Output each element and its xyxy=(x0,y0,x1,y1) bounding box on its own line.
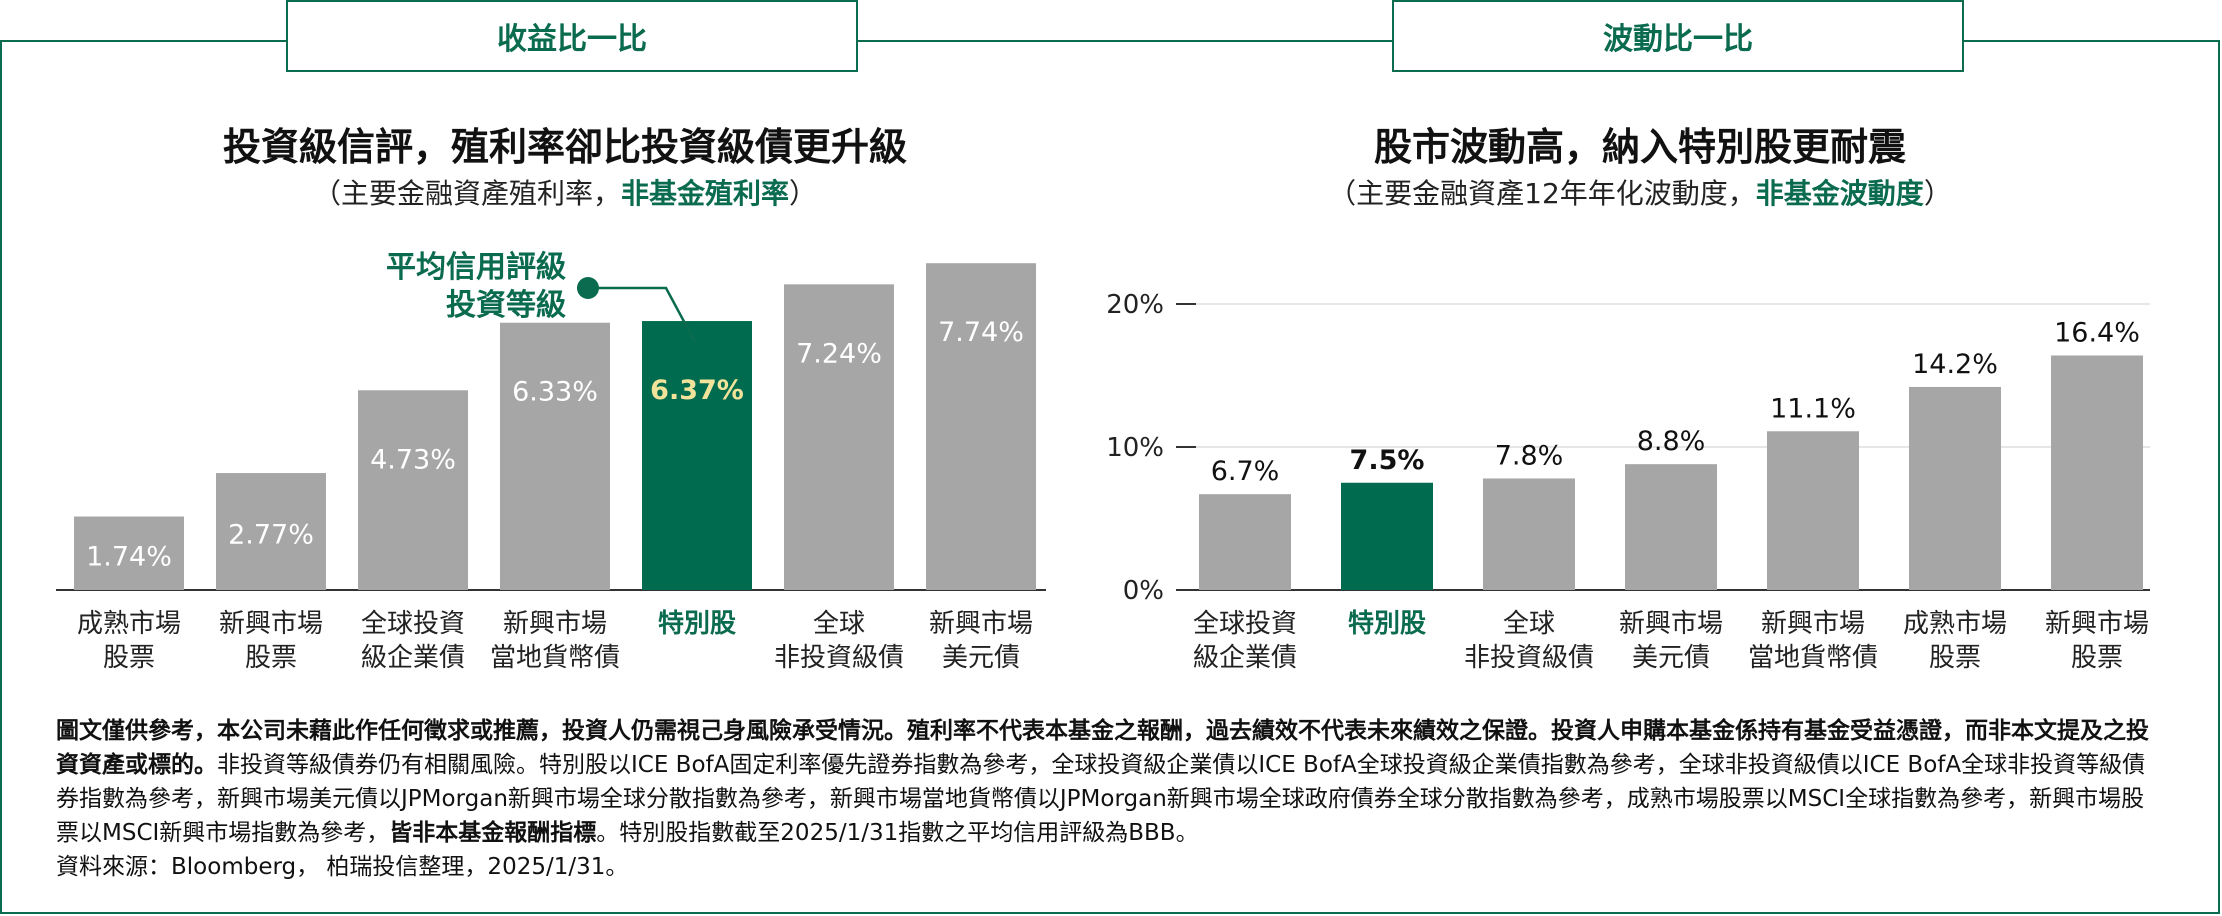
right-subtitle-suffix: ） xyxy=(1923,177,1952,210)
left-chart-title: 投資級信評，殖利率卻比投資級債更升級 xyxy=(222,125,907,169)
right-category-label-3-1: 美元債 xyxy=(1632,643,1710,673)
right-bar-label-1: 7.5% xyxy=(1350,445,1425,476)
left-category-label-5-1: 非投資級債 xyxy=(774,643,904,673)
left-subtitle-prefix: （主要金融資產殖利率， xyxy=(312,177,621,210)
right-category-label-4-0: 新興市場 xyxy=(1761,609,1865,639)
left-bar-6 xyxy=(926,263,1036,590)
left-category-label-1-1: 股票 xyxy=(245,643,297,673)
disclaimer-bold: 圖文僅供參考，本公司未藉此作任何徵求或推薦，投資人仍需視己身風險承受情況。殖利率… xyxy=(56,718,2149,778)
right-category-label-2-0: 全球 xyxy=(1503,609,1555,639)
left-category-label-3-0: 新興市場 xyxy=(503,609,607,639)
right-chart-subtitle: （主要金融資產12年年化波動度，非基金波動度） xyxy=(1140,172,2140,212)
right-y-tick-label-2: 20% xyxy=(1106,290,1164,320)
right-bar-5 xyxy=(1909,386,2001,590)
left-subtitle-suffix: ） xyxy=(789,177,818,210)
left-category-label-0-1: 股票 xyxy=(103,643,155,673)
right-category-label-6-1: 股票 xyxy=(2071,643,2123,673)
left-bar-label-5: 7.24% xyxy=(796,338,882,369)
left-category-label-6-0: 新興市場 xyxy=(929,609,1033,639)
left-bar-3 xyxy=(500,322,610,590)
left-category-label-3-1: 當地貨幣債 xyxy=(490,643,620,673)
outer-frame xyxy=(0,40,2220,914)
left-category-label-4-0: 特別股 xyxy=(658,608,736,639)
volatility-bar-chart: 0% 10% 20% 6.7% 全球投資級企業債 7.5% 特別股 7.8% 全球非投資級債 8.… xyxy=(1106,290,2150,673)
right-subtitle-prefix: （主要金融資產12年年化波動度， xyxy=(1328,177,1756,210)
right-category-label-4-1: 當地貨幣債 xyxy=(1748,643,1878,673)
left-bar-1 xyxy=(216,473,326,590)
left-bar-label-6: 7.74% xyxy=(938,317,1024,348)
left-bar-0 xyxy=(74,516,184,590)
right-bar-1 xyxy=(1341,482,1433,590)
left-category-label-2-0: 全球投資 xyxy=(361,609,465,639)
left-category-label-2-1: 級企業債 xyxy=(361,643,465,673)
annotation-line-2: 投資等級 xyxy=(446,288,566,323)
left-bar-5 xyxy=(784,284,894,590)
tab-yield-comparison: 收益比一比 xyxy=(286,0,858,72)
right-y-tick-label-0: 0% xyxy=(1123,576,1164,606)
left-chart-subtitle: （主要金融資產殖利率，非基金殖利率） xyxy=(100,172,1030,212)
right-bar-label-0: 6.7% xyxy=(1211,456,1280,487)
left-bar-4 xyxy=(642,321,752,590)
right-bar-label-3: 8.8% xyxy=(1637,426,1706,457)
right-bar-label-5: 14.2% xyxy=(1912,349,1998,380)
left-bar-label-0: 1.74% xyxy=(86,541,172,572)
left-category-label-6-1: 美元債 xyxy=(942,643,1020,673)
disclaimer-notes: 圖文僅供參考，本公司未藉此作任何徵求或推薦，投資人仍需視己身風險承受情況。殖利率… xyxy=(56,714,2166,884)
charts-canvas: 1.74% 成熟市場股票 2.77% 新興市場股票 4.73% 全球投資級企業債 6.33%… xyxy=(56,250,2150,673)
right-bar-3 xyxy=(1625,464,1717,590)
right-category-label-5-0: 成熟市場 xyxy=(1903,609,2007,639)
left-bar-label-4: 6.37% xyxy=(650,375,744,406)
annotation-leader-line xyxy=(588,286,697,343)
left-subtitle-highlight: 非基金殖利率 xyxy=(620,177,789,210)
left-category-label-0-0: 成熟市場 xyxy=(77,609,181,639)
right-bar-label-2: 7.8% xyxy=(1495,440,1564,471)
right-bar-label-6: 16.4% xyxy=(2054,317,2140,348)
right-category-label-2-1: 非投資級債 xyxy=(1464,643,1594,673)
right-bar-2 xyxy=(1483,478,1575,590)
left-bar-label-2: 4.73% xyxy=(370,444,456,475)
left-bar-2 xyxy=(358,390,468,590)
right-bar-label-4: 11.1% xyxy=(1770,393,1856,424)
right-y-tick-label-1: 10% xyxy=(1106,433,1164,463)
right-subtitle-highlight: 非基金波動度 xyxy=(1755,177,1924,210)
credit-rating-annotation: 平均信用評級 投資等級 xyxy=(386,250,697,343)
disclaimer-bold-2: 皆非本基金報酬指標 xyxy=(389,820,597,846)
right-bar-0 xyxy=(1199,494,1291,590)
yield-bar-chart: 1.74% 成熟市場股票 2.77% 新興市場股票 4.73% 全球投資級企業債 6.33%… xyxy=(56,263,1046,673)
annotation-line-1: 平均信用評級 xyxy=(386,250,566,285)
left-category-label-1-0: 新興市場 xyxy=(219,609,323,639)
right-category-label-3-0: 新興市場 xyxy=(1619,609,1723,639)
right-bar-4 xyxy=(1767,431,1859,590)
left-category-label-5-0: 全球 xyxy=(813,609,865,639)
right-category-label-5-1: 股票 xyxy=(1929,643,1981,673)
left-bar-label-3: 6.33% xyxy=(512,377,598,408)
right-category-label-6-0: 新興市場 xyxy=(2045,609,2149,639)
data-source: 資料來源：Bloomberg， 柏瑞投信整理，2025/1/31。 xyxy=(56,854,629,880)
right-bar-6 xyxy=(2051,355,2143,590)
left-bar-label-1: 2.77% xyxy=(228,520,314,551)
tab-volatility-comparison: 波動比一比 xyxy=(1392,0,1964,72)
disclaimer-paragraph: 圖文僅供參考，本公司未藉此作任何徵求或推薦，投資人仍需視己身風險承受情況。殖利率… xyxy=(56,714,2166,850)
right-category-label-0-1: 級企業債 xyxy=(1193,643,1297,673)
disclaimer-normal: 非投資等級債券仍有相關風險。特別股以ICE BofA固定利率優先證券指數為參考，… xyxy=(56,752,2146,846)
disclaimer-tail: 。特別股指數截至2025/1/31指數之平均信用評級為BBB。 xyxy=(596,820,1199,846)
right-category-label-0-0: 全球投資 xyxy=(1193,609,1297,639)
right-chart-title: 股市波動高，納入特別股更耐震 xyxy=(1373,125,1906,169)
right-category-label-1-0: 特別股 xyxy=(1348,608,1426,639)
